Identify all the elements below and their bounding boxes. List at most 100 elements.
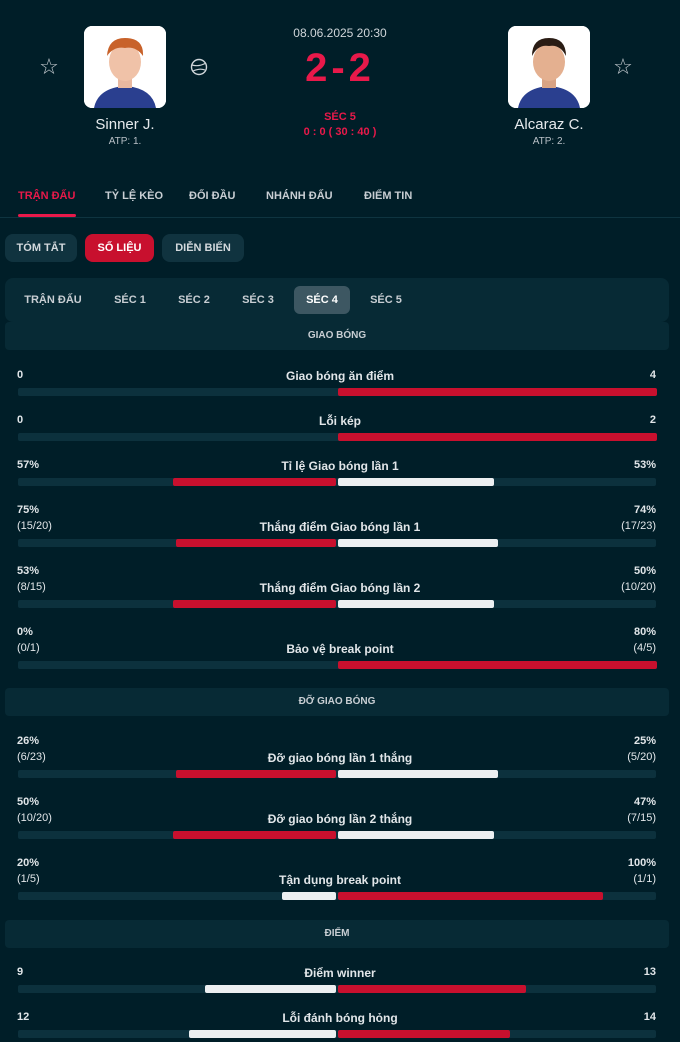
stat-right-value: 25%	[633, 735, 656, 747]
stat-label: Tận dụng break point	[279, 873, 401, 887]
stat-bar-left	[282, 892, 336, 900]
player2-rank: ATP: 2.	[532, 136, 566, 147]
stat-left-value: 0	[17, 414, 24, 426]
set-tab-2[interactable]: SÉC 2	[178, 294, 210, 306]
stat-right-value: 14	[643, 1011, 656, 1023]
stat-label: Tỉ lệ Giao bóng lần 1	[281, 459, 399, 473]
tab-odds[interactable]: TỶ LỆ KÈO	[105, 190, 164, 202]
match-header: ☆ Sinner J. ATP: 1. 08.06.2025 20:30 2-2…	[0, 0, 680, 170]
stat-row: 53% 50% (8/15) (10/20) Thắng điểm Giao bóng …	[0, 562, 680, 612]
stat-bar-track	[18, 770, 656, 778]
stat-label: Giao bóng ăn điểm	[285, 369, 394, 383]
serving-ball-icon	[190, 58, 208, 76]
stat-bar-right	[338, 600, 494, 608]
stat-right-value: 100%	[627, 857, 656, 869]
stat-label: Thắng điểm Giao bóng lần 1	[259, 520, 421, 534]
tab-match[interactable]: TRẬN ĐẤU	[18, 190, 76, 202]
stat-label: Thắng điểm Giao bóng lần 2	[259, 581, 421, 595]
stat-left-value: 9	[17, 966, 24, 978]
stat-bar-left	[205, 985, 336, 993]
stat-right-value: 47%	[633, 796, 656, 808]
stat-right-detail: (4/5)	[633, 642, 656, 654]
pill-statistics[interactable]: SỐ LIỆU	[85, 234, 154, 262]
stat-label: Điểm winner	[304, 966, 376, 980]
stat-bar-track	[18, 600, 656, 608]
stat-row: 20% 100% (1/5) (1/1) Tận dụng break point	[0, 854, 680, 904]
stat-bar-track	[18, 661, 656, 669]
player1-rank: ATP: 1.	[108, 136, 142, 147]
stat-bar-track	[18, 388, 656, 396]
main-tabs: TRẬN ĐẤU TỶ LỆ KÈO ĐỐI ĐẦU NHÁNH ĐẤU ĐIỂ…	[0, 170, 680, 218]
player1-photo-icon	[84, 26, 166, 108]
stat-left-detail: (0/1)	[17, 642, 40, 654]
stat-left-detail: (6/23)	[17, 751, 46, 763]
stat-bar-track	[18, 985, 656, 993]
stat-left-value: 0%	[17, 626, 33, 638]
tab-draw[interactable]: NHÁNH ĐẤU	[266, 190, 333, 202]
player2-avatar[interactable]	[508, 26, 590, 108]
stat-left-value: 20%	[17, 857, 40, 869]
set-tab-3[interactable]: SÉC 3	[242, 294, 274, 306]
tab-head-to-head[interactable]: ĐỐI ĐẦU	[189, 190, 236, 202]
stat-bar-track	[18, 831, 656, 839]
current-game-score: 0 : 0 ( 30 : 40 )	[303, 126, 377, 138]
stat-right-value: 2	[649, 414, 656, 426]
stat-label: Lỗi đánh bóng hỏng	[282, 1011, 398, 1025]
set-tab-4[interactable]: SÉC 4	[294, 286, 350, 314]
stat-bar-track	[18, 478, 656, 486]
stat-right-value: 13	[643, 966, 656, 978]
stat-bar-right	[338, 478, 494, 486]
stat-right-value: 50%	[633, 565, 656, 577]
section-points: ĐIỂM	[5, 920, 669, 948]
stat-right-detail: (17/23)	[621, 520, 656, 532]
stat-label: Bảo vệ break point	[286, 642, 394, 656]
stat-row: 9 13 Điểm winner	[0, 963, 680, 1013]
set-tab-5[interactable]: SÉC 5	[370, 294, 402, 306]
active-tab-indicator	[18, 214, 76, 217]
pill-play-by-play[interactable]: DIỄN BIẾN	[162, 234, 244, 262]
stat-row: 75% 74% (15/20) (17/23) Thắng điểm Giao bóng…	[0, 501, 680, 551]
stat-left-value: 50%	[17, 796, 40, 808]
match-datetime: 08.06.2025 20:30	[293, 26, 387, 40]
player2-photo-icon	[508, 26, 590, 108]
stat-row: 12 14 Lỗi đánh bóng hỏng	[0, 1008, 680, 1042]
stat-label: Đỡ giao bóng lần 2 thắng	[267, 812, 413, 826]
stat-left-value: 26%	[17, 735, 40, 747]
stat-left-detail: (10/20)	[17, 812, 52, 824]
stat-bar-right	[338, 539, 498, 547]
stat-right-detail: (7/15)	[627, 812, 656, 824]
stat-bar-track	[18, 539, 656, 547]
stat-right-value: 53%	[633, 459, 656, 471]
stat-bar-track	[18, 892, 656, 900]
stat-right-value: 4	[649, 369, 656, 381]
tab-news[interactable]: ĐIỂM TIN	[364, 190, 413, 202]
stat-left-value: 57%	[17, 459, 40, 471]
stat-bar-left	[173, 831, 336, 839]
stat-left-detail: (1/5)	[17, 873, 40, 885]
stat-bar-left	[173, 600, 336, 608]
stat-bar-right	[338, 831, 494, 839]
stat-label: Lỗi kép	[318, 414, 361, 428]
stat-bar-left	[189, 1030, 336, 1038]
set-tab-1[interactable]: SÉC 1	[114, 294, 146, 306]
stat-left-value: 53%	[17, 565, 40, 577]
stat-bar-right	[338, 985, 526, 993]
player2-name[interactable]: Alcaraz C.	[514, 116, 584, 133]
stat-bar-right	[338, 770, 498, 778]
stat-right-value: 80%	[633, 626, 656, 638]
player1-name[interactable]: Sinner J.	[95, 116, 155, 133]
set-tab-match[interactable]: TRẬN ĐẤU	[24, 294, 82, 306]
stat-row: 0% 80% (0/1) (4/5) Bảo vệ break point	[0, 623, 680, 673]
stat-right-detail: (10/20)	[621, 581, 656, 593]
pill-summary[interactable]: TÓM TẮT	[5, 234, 77, 262]
favorite-star-icon-player1[interactable]: ☆	[39, 54, 59, 79]
match-score: 2-2	[305, 46, 375, 90]
stat-bar-right	[338, 892, 603, 900]
section-return: ĐỠ GIAO BÓNG	[5, 688, 669, 716]
stat-bar-track	[18, 1030, 656, 1038]
player1-avatar[interactable]	[84, 26, 166, 108]
stat-row: 0 4 Giao bóng ăn điểm	[0, 366, 680, 416]
section-serve: GIAO BÓNG	[5, 322, 669, 350]
stat-left-value: 12	[17, 1011, 30, 1023]
favorite-star-icon-player2[interactable]: ☆	[613, 54, 633, 79]
